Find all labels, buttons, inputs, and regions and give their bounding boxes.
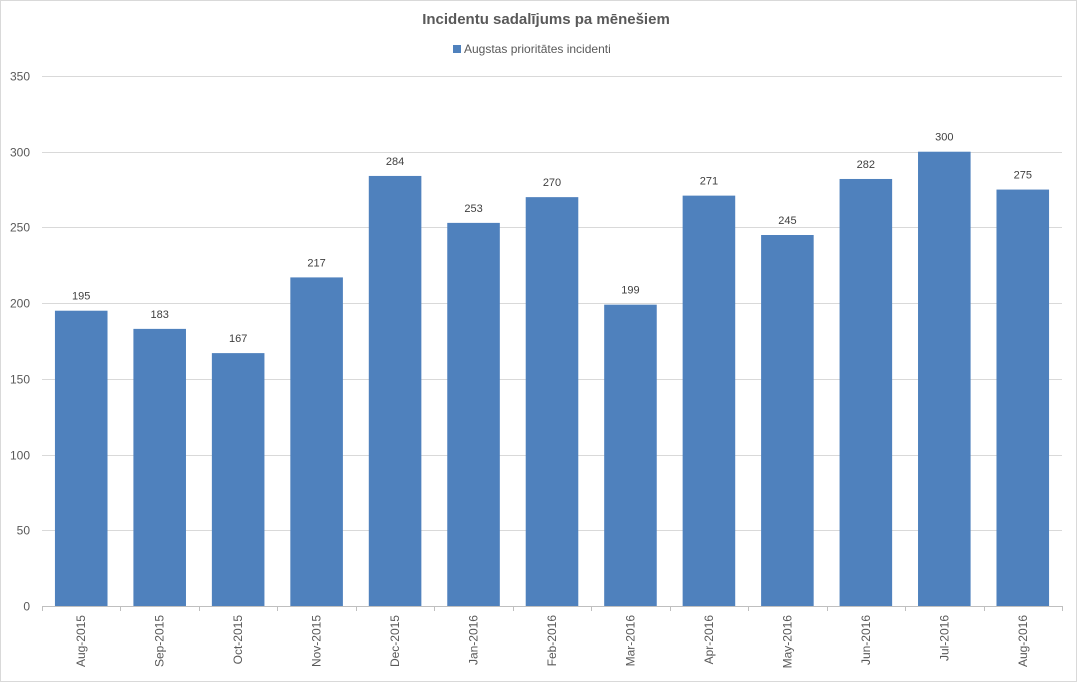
y-tick-label: 200: [10, 297, 30, 311]
bars: [54, 151, 1050, 607]
bar: [368, 175, 422, 606]
data-label: 284: [386, 156, 404, 168]
data-label: 275: [1014, 170, 1032, 182]
x-tick-label: Feb-2016: [545, 615, 559, 667]
y-tick-label: 150: [10, 373, 30, 387]
x-tick-label: Apr-2016: [702, 615, 716, 665]
data-label: 300: [935, 132, 953, 144]
x-axis: Aug-2015 Sep-2015 Oct-2015 Nov-2015 Dec-2015…: [42, 606, 1063, 668]
x-tick-label: Dec-2015: [388, 615, 402, 667]
x-tick-label: Aug-2016: [1016, 615, 1030, 667]
bar: [447, 222, 500, 606]
x-tick-label: Nov-2015: [310, 615, 324, 667]
x-tick-label: Oct-2015: [231, 615, 245, 665]
y-tick-label: 100: [10, 449, 30, 463]
bar: [839, 178, 893, 606]
y-tick-label: 350: [10, 70, 30, 84]
data-labels: 195 183 167 217 284 253 270 199 271 245 282 300 275: [72, 132, 1032, 345]
x-tick-label: Jul-2016: [937, 615, 951, 661]
bar: [133, 328, 186, 606]
bar: [682, 195, 736, 606]
data-label: 167: [229, 333, 247, 345]
x-tick-label: Jun-2016: [859, 615, 873, 665]
data-label: 183: [151, 309, 169, 321]
y-tick-label: 50: [17, 524, 31, 538]
y-tick-label: 0: [23, 600, 30, 614]
y-tick-label: 300: [10, 146, 30, 160]
x-tick-label: Jan-2016: [467, 615, 481, 665]
data-label: 217: [307, 257, 325, 269]
data-label: 271: [700, 176, 718, 188]
legend-label: Augstas prioritātes incidenti: [464, 42, 611, 56]
bar: [211, 353, 265, 606]
data-label: 245: [778, 215, 796, 227]
data-label: 253: [464, 203, 482, 215]
bar: [525, 197, 579, 606]
x-tick-label: Sep-2015: [153, 615, 167, 667]
x-tick-label: Mar-2016: [623, 615, 637, 667]
bar: [54, 310, 108, 606]
chart-title: Incidentu sadalījums pa mēnešiem: [422, 11, 670, 28]
bar: [761, 235, 814, 606]
data-label: 282: [857, 159, 875, 171]
x-tick-label: May-2016: [780, 615, 794, 669]
data-label: 270: [543, 177, 561, 189]
y-axis: 0 50 100 150 200 250 300 350: [10, 70, 30, 614]
bar: [290, 277, 343, 606]
legend-swatch: [453, 45, 461, 53]
bar: [918, 151, 971, 606]
bar: [604, 304, 657, 606]
y-tick-label: 250: [10, 221, 30, 235]
x-tick-label: Aug-2015: [74, 615, 88, 667]
legend: Augstas prioritātes incidenti: [453, 42, 611, 56]
data-label: 199: [621, 285, 639, 297]
data-label: 195: [72, 291, 90, 303]
bar: [996, 189, 1050, 607]
